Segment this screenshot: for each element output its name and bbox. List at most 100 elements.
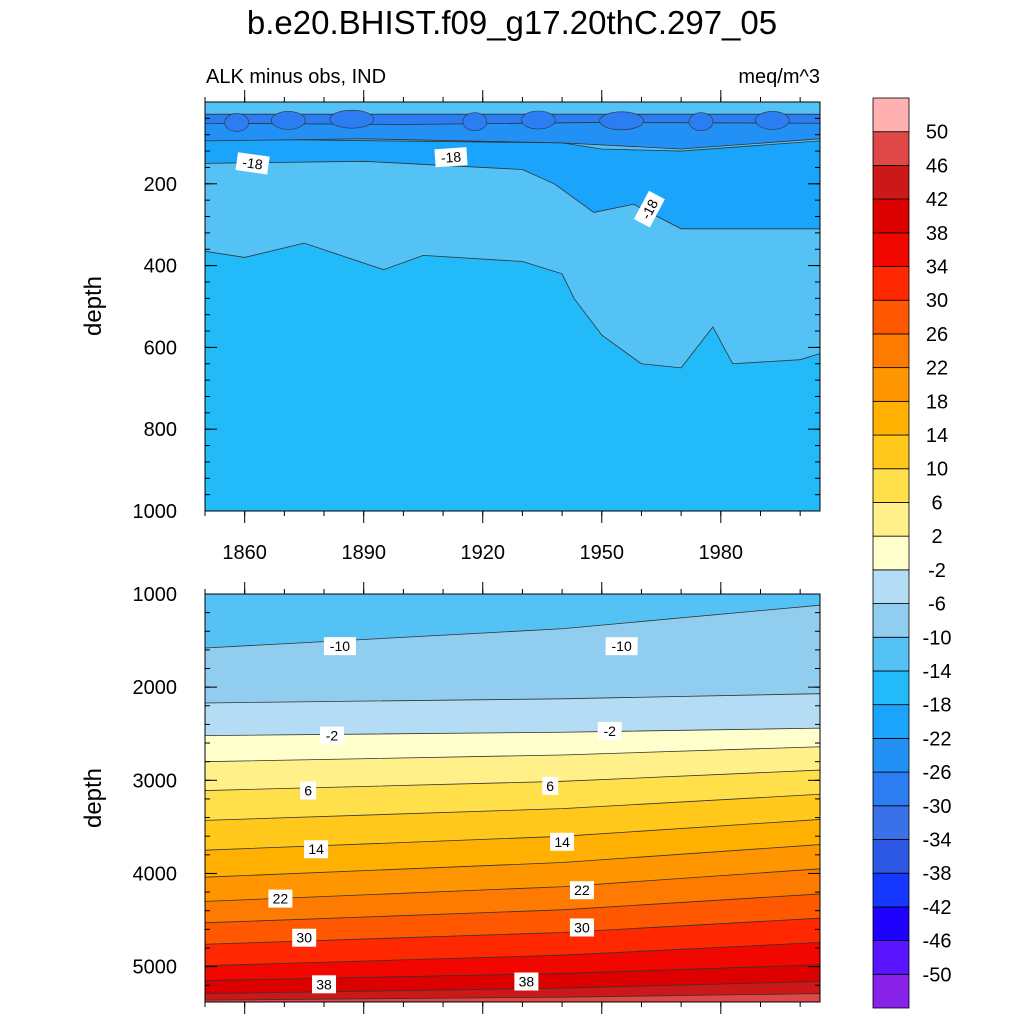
upper-y-axis-label: depth [80,276,107,336]
colorbar-swatch [872,232,910,267]
lower-panel: -10 -10 -2 -2 6 6 14 14 22 22 30 30 38 38 1000 2000 3000… [133,582,821,1014]
colorbar-label: 38 [926,223,948,245]
colorbar-label: -46 [923,931,952,953]
y-tick-label: 4000 [133,863,178,885]
svg-text:30: 30 [296,930,312,946]
contour-label: 22 [569,881,594,900]
chart-title: b.e20.BHIST.f09_g17.20thC.297_05 [247,4,777,41]
contour-label: -18 [633,190,665,228]
svg-text:14: 14 [554,834,570,850]
colorbar-swatch [872,670,910,706]
svg-text:6: 6 [304,783,312,799]
x-tick-label: 1860 [222,542,267,564]
colorbar-label: 34 [926,257,948,279]
svg-text:38: 38 [519,974,535,990]
colorbar-swatch [872,535,910,571]
colorbar-swatch [872,333,910,369]
colorbar-swatch [872,940,910,975]
surface-patch [271,111,306,130]
colorbar-label: 2 [931,526,942,548]
colorbar-label: -30 [923,796,952,818]
upper-panel: -18 -18 -18 200 400 600 800 1000 1860 1890 1920 195… [133,90,821,564]
colorbar-swatch [872,603,910,638]
colorbar-label: -2 [928,560,946,582]
svg-text:-18: -18 [241,154,263,173]
colorbar-swatch [872,299,910,335]
colorbar-label: 46 [926,155,948,177]
colorbar-swatch [872,400,910,436]
colorbar-label: 30 [926,290,948,312]
svg-text:-18: -18 [440,149,462,166]
colorbar-swatch [872,737,910,773]
colorbar-swatch [872,906,910,941]
y-tick-label: 600 [144,337,177,359]
colorbar-label: -26 [923,762,952,784]
surface-patch [329,109,375,129]
y-tick-label: 2000 [133,677,178,699]
colorbar-swatch [872,771,910,807]
lower-y-axis-label: depth [80,768,107,828]
contour-label: -2 [319,726,344,745]
colorbar-label: -10 [923,627,952,649]
colorbar-swatch [872,165,910,200]
contour-label: -10 [323,637,356,656]
colorbar-swatch [872,839,910,874]
svg-text:-2: -2 [326,728,339,744]
contour-label: -18 [434,147,468,168]
colorbar-swatch [872,468,910,503]
colorbar-label: 42 [926,189,948,211]
colorbar-swatch [872,198,910,234]
x-tick-label: 1920 [460,542,505,564]
colorbar-swatch [872,266,910,301]
colorbar-label: 10 [926,459,948,481]
colorbar-label: -42 [923,897,952,919]
level-band-46-lower [205,993,820,1002]
colorbar-label: 22 [926,358,948,380]
svg-text:38: 38 [316,976,332,992]
contour-label: 14 [304,840,329,859]
contour-label: 30 [569,918,594,937]
colorbar-label: 26 [926,324,948,346]
surface-patch [224,113,250,132]
subtitle-left: ALK minus obs, IND [206,66,386,88]
contour-label: 38 [514,972,539,991]
colorbar-label: -22 [923,728,952,750]
contour-label: 6 [542,776,559,795]
svg-text:22: 22 [273,891,289,907]
colorbar-label: -38 [923,863,952,885]
colorbar-swatch [872,872,910,908]
contour-label: 38 [312,975,337,994]
surface-patch [520,110,556,130]
svg-text:-2: -2 [603,723,616,739]
y-tick-label: 200 [144,174,177,196]
colorbar-swatch [872,502,910,537]
colorbar-label: -34 [923,829,952,851]
contour-label: 22 [268,889,293,908]
y-tick-label: 1000 [133,584,178,606]
colorbar: -50-46-42-38-34-30-26-22-18-14-10-6-2261… [872,97,952,1009]
colorbar-label: -6 [928,594,946,616]
y-tick-label: 5000 [133,957,178,979]
plot-frame [204,101,821,512]
surface-patch [688,112,714,131]
svg-text:30: 30 [574,919,590,935]
x-tick-label: 1890 [341,542,386,564]
colorbar-swatch [872,805,910,840]
colorbar-swatch [872,367,910,402]
y-tick-label: 800 [144,419,177,441]
contour-label: 14 [550,832,575,851]
x-tick-label: 1950 [580,542,625,564]
svg-text:-10: -10 [611,638,631,654]
contour-label: 6 [300,781,317,800]
colorbar-label: 50 [926,122,948,144]
colorbar-label: 14 [926,425,948,447]
contour-label: -10 [605,637,638,656]
colorbar-swatch [872,97,910,133]
surface-patch [755,111,790,130]
contour-label: -2 [597,721,622,740]
colorbar-swatch [872,569,910,604]
svg-text:14: 14 [308,841,324,857]
colorbar-swatch [872,973,910,1009]
colorbar-swatch [872,434,910,470]
